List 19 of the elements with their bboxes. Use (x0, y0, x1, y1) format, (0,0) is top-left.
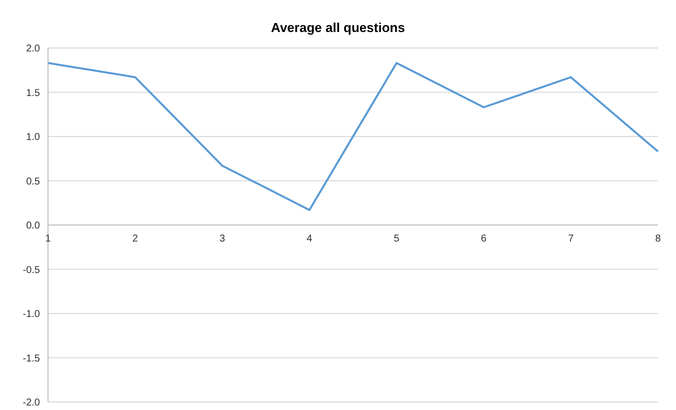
y-tick-label: -2.0 (22, 398, 40, 409)
x-tick-label: 7 (568, 234, 574, 244)
x-tick-label: 6 (480, 234, 487, 244)
chart-title: Average all questions (270, 20, 406, 35)
y-tick-label: -0.5 (22, 264, 40, 276)
x-tick-label: 1 (45, 234, 52, 244)
y-tick-label: -1.5 (22, 353, 40, 364)
y-tick-label: 0.5 (26, 176, 40, 188)
x-tick-label: 8 (655, 234, 662, 244)
x-tick-label: 3 (220, 234, 226, 244)
x-tick-label: 5 (394, 234, 400, 244)
y-tick-label: 2.0 (26, 44, 40, 55)
line-series (47, 62, 659, 211)
y-tick-label: 1.0 (26, 132, 40, 144)
x-tick-label: 2 (132, 234, 138, 244)
y-tick-label: -1.0 (22, 309, 40, 320)
y-tick-label: 0.0 (26, 220, 40, 232)
x-tick-label: 4 (306, 234, 313, 244)
y-tick-label: 1.5 (26, 88, 40, 99)
